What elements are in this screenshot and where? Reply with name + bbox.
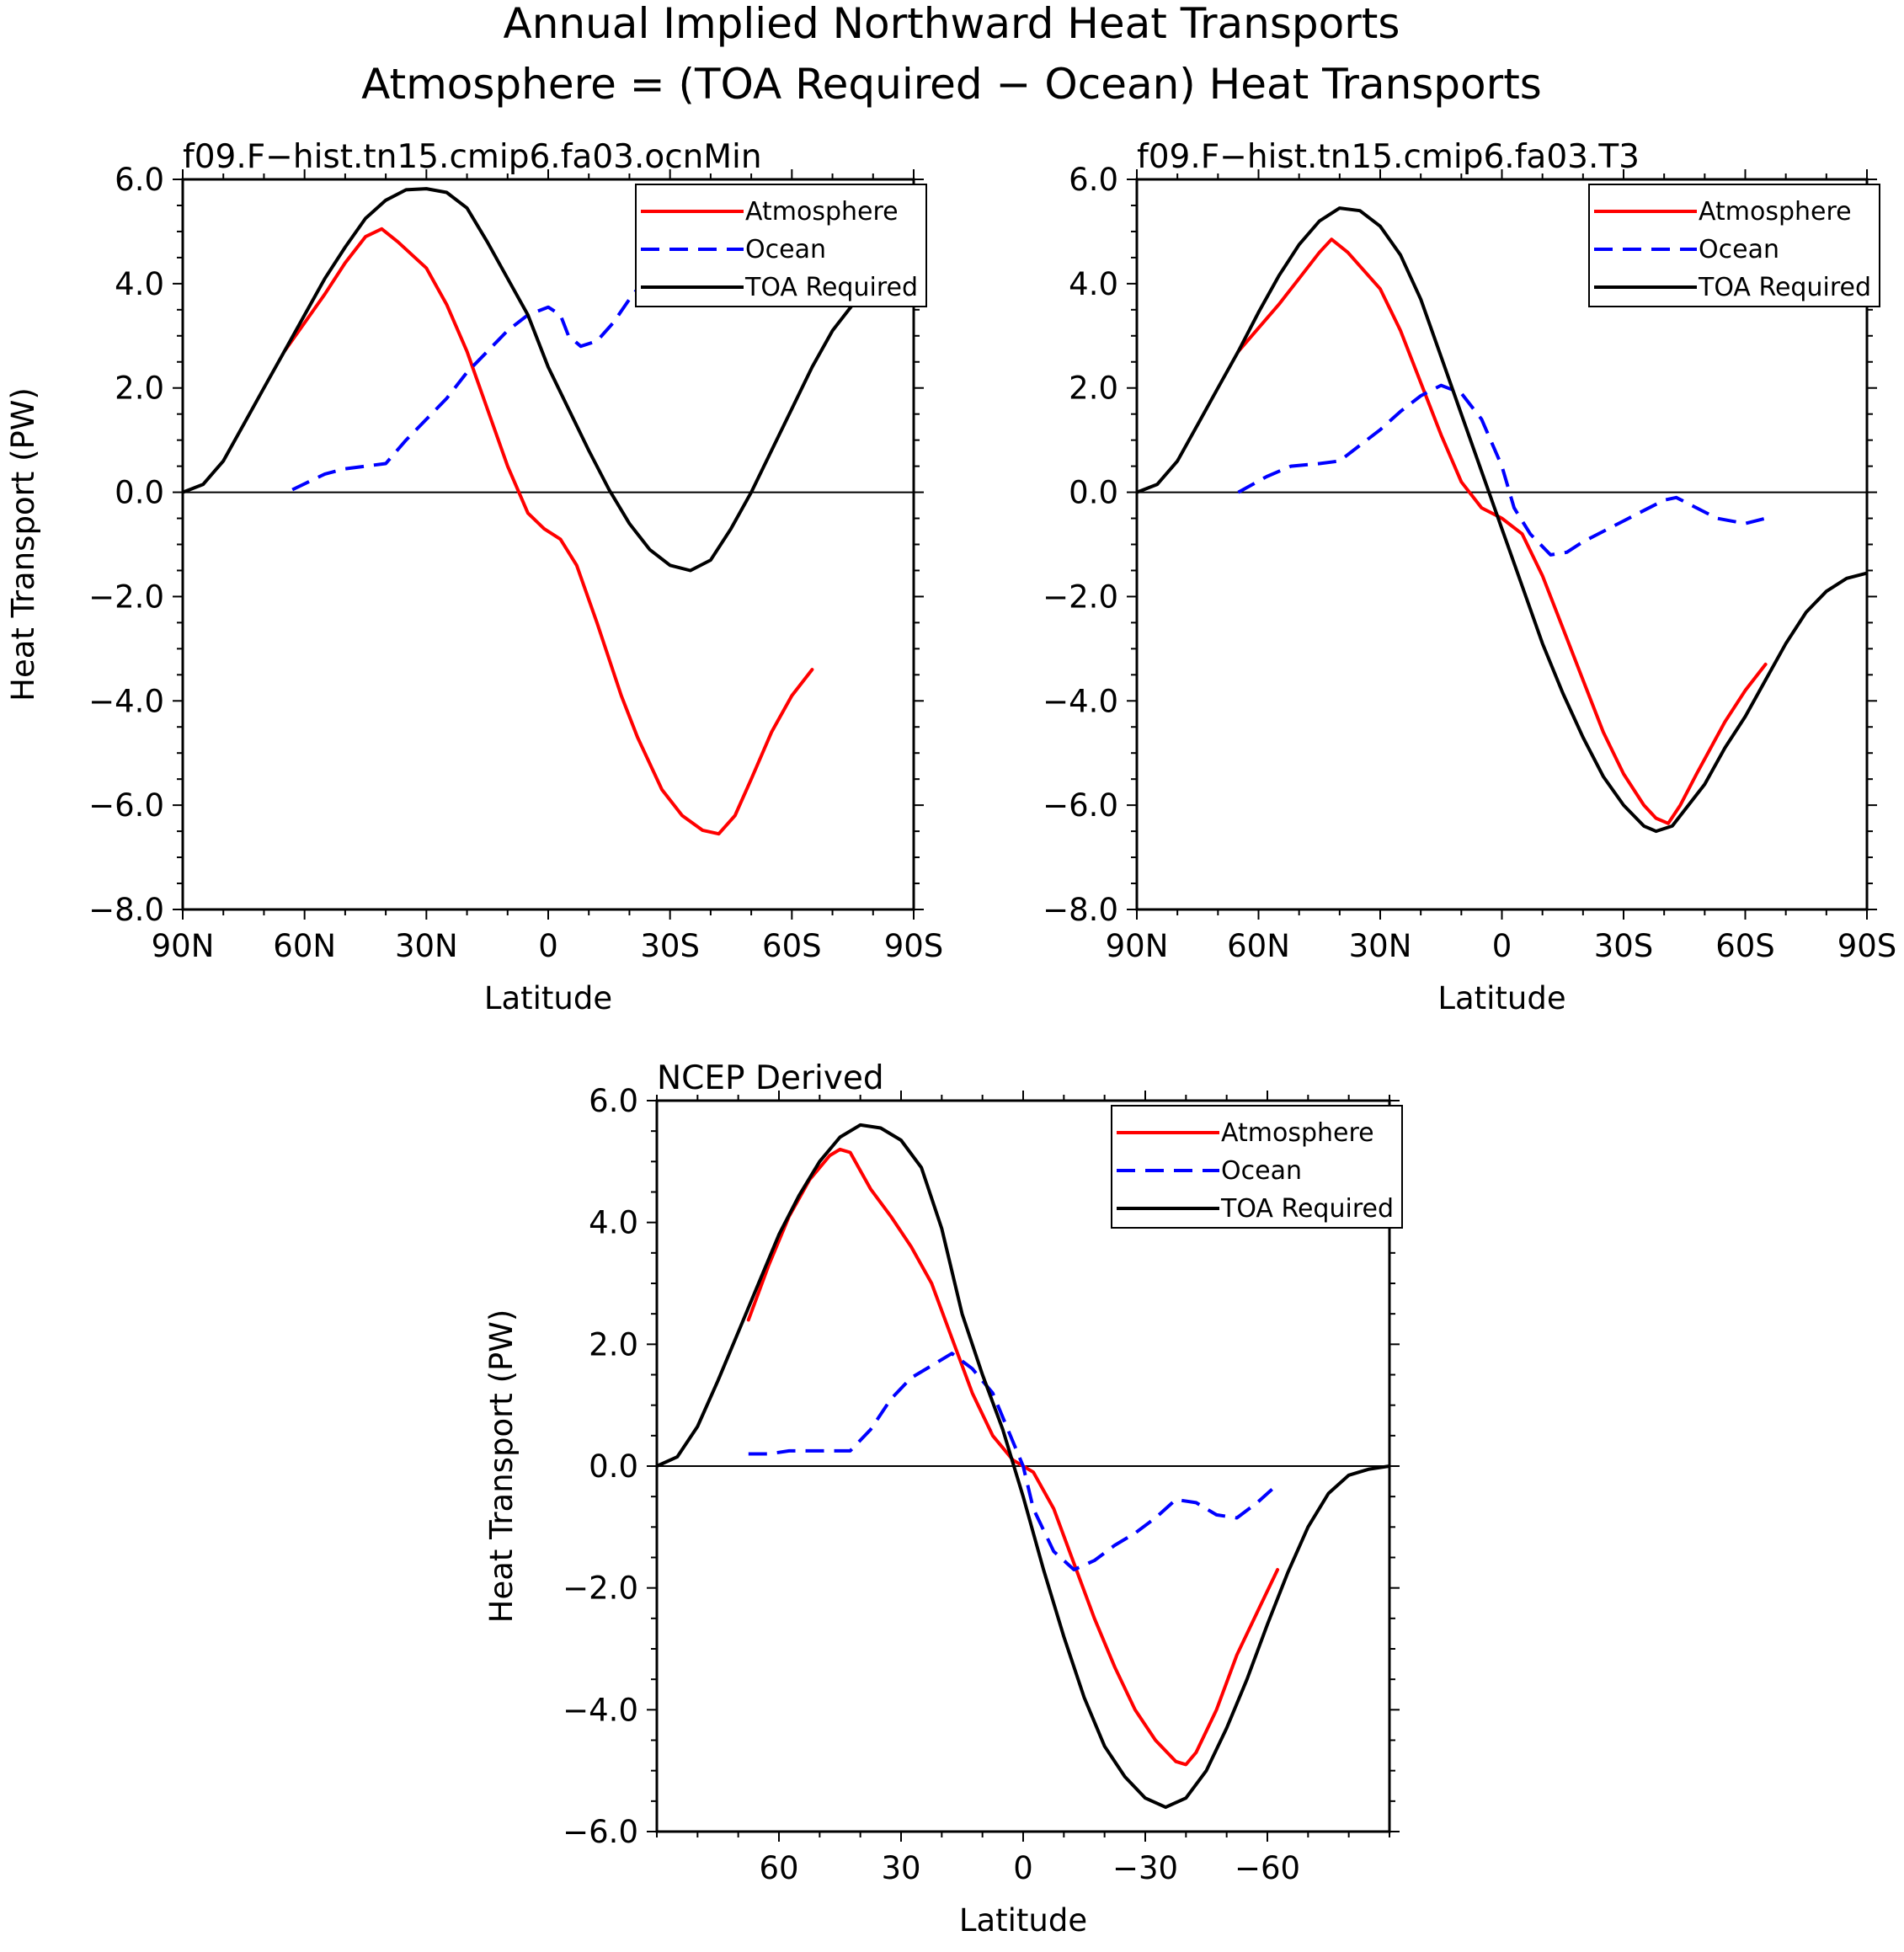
y-tick-label: 2.0: [589, 1326, 638, 1363]
plot-frame: [1135, 178, 1869, 911]
x-tick-label: 30N: [1349, 928, 1412, 964]
x-tick-label: 30: [881, 1850, 920, 1886]
x-tick-label: 60N: [273, 928, 336, 964]
plot-frame: [181, 178, 915, 911]
legend-label: Atmosphere: [745, 197, 899, 227]
legend-label: Ocean: [1221, 1156, 1302, 1186]
y-axis-label: Heat Transport (PW): [5, 387, 41, 701]
x-axis-label: Latitude: [484, 980, 612, 1016]
y-tick-label: −6.0: [88, 787, 164, 824]
x-tick-label: 60S: [762, 928, 822, 964]
figure-title-line1: Annual Implied Northward Heat Transports: [504, 0, 1400, 48]
panel-title: f09.F−hist.tn15.cmip6.fa03.ocnMin: [183, 138, 762, 176]
plot-frame: [655, 1099, 1391, 1833]
series-line-atmosphere: [282, 227, 814, 836]
x-tick-label: 60N: [1227, 928, 1290, 964]
panel-title: NCEP Derived: [657, 1059, 884, 1097]
y-tick-label: 6.0: [115, 162, 164, 198]
legend: Atmosphere Ocean TOA Required: [1588, 184, 1880, 307]
series-line-ocean: [291, 211, 801, 492]
x-axis-label: Latitude: [959, 1902, 1087, 1939]
series-line-toa: [1137, 206, 1867, 834]
x-tick-label: 90S: [884, 928, 944, 964]
y-tick-label: 6.0: [1069, 162, 1118, 198]
y-tick-label: 6.0: [589, 1083, 638, 1119]
y-tick-label: −2.0: [88, 579, 164, 615]
series-line-ocean: [748, 1352, 1279, 1571]
panel-ocnmin: f09.F−hist.tn15.cmip6.fa03.ocnMin 90N 60N 3…: [5, 138, 943, 1016]
series-line-atmosphere: [746, 1147, 1280, 1767]
legend-label: Atmosphere: [1699, 197, 1852, 227]
y-tick-label: −2.0: [1043, 579, 1118, 615]
figure-title-line2: Atmosphere = (TOA Required − Ocean) Heat…: [361, 60, 1542, 109]
legend-label: TOA Required: [744, 273, 918, 302]
x-axis-label: Latitude: [1437, 980, 1565, 1016]
y-tick-label: −6.0: [563, 1814, 638, 1850]
x-tick-label: −60: [1235, 1850, 1300, 1886]
series-line-toa: [183, 187, 914, 573]
panel-title: f09.F−hist.tn15.cmip6.fa03.T3: [1137, 138, 1640, 176]
panel-ncep: NCEP Derived 60 30 0 −30 −60 6.0 4.0 2.0 0.0 −2.0 −…: [483, 1059, 1403, 1939]
legend: Atmosphere Ocean TOA Required: [635, 184, 927, 307]
y-tick-label: −8.0: [88, 892, 164, 928]
x-tick-label: 30S: [640, 928, 700, 964]
y-tick-label: −8.0: [1043, 892, 1118, 928]
legend-label: TOA Required: [1698, 273, 1871, 302]
y-tick-label: −4.0: [1043, 683, 1118, 719]
x-tick-label: −30: [1112, 1850, 1178, 1886]
legend-label: Ocean: [745, 235, 826, 264]
y-tick-label: 0.0: [589, 1448, 638, 1485]
x-tick-label: 0: [538, 928, 558, 964]
series-line-atmosphere: [1236, 237, 1768, 825]
legend: Atmosphere Ocean TOA Required: [1111, 1105, 1403, 1229]
y-tick-label: 2.0: [1069, 371, 1118, 407]
series-line-ocean: [1237, 383, 1767, 557]
x-tick-label: 90N: [1106, 928, 1169, 964]
y-tick-label: 0.0: [115, 475, 164, 511]
y-tick-label: −2.0: [563, 1571, 638, 1607]
y-tick-label: 4.0: [1069, 266, 1118, 302]
legend-label: TOA Required: [1220, 1194, 1394, 1224]
y-tick-label: 4.0: [115, 266, 164, 302]
y-tick-label: −4.0: [563, 1692, 638, 1728]
series-line-toa: [657, 1123, 1389, 1810]
legend-label: Ocean: [1699, 235, 1779, 264]
x-tick-label: 30N: [395, 928, 458, 964]
y-axis-label: Heat Transport (PW): [483, 1309, 520, 1624]
x-tick-label: 0: [1492, 928, 1512, 964]
y-tick-label: −6.0: [1043, 787, 1118, 824]
x-tick-label: 0: [1013, 1850, 1033, 1886]
x-tick-label: 60: [759, 1850, 798, 1886]
x-tick-label: 90N: [152, 928, 215, 964]
y-tick-label: 4.0: [589, 1205, 638, 1241]
x-tick-label: 60S: [1715, 928, 1775, 964]
y-tick-label: −4.0: [88, 683, 164, 719]
legend-label: Atmosphere: [1221, 1118, 1374, 1148]
y-tick-label: 0.0: [1069, 475, 1118, 511]
x-tick-label: 90S: [1837, 928, 1897, 964]
y-tick-label: 2.0: [115, 371, 164, 407]
panel-t3: f09.F−hist.tn15.cmip6.fa03.T3 90N 60N 30N 0 3…: [1043, 138, 1896, 1016]
x-tick-label: 30S: [1594, 928, 1654, 964]
